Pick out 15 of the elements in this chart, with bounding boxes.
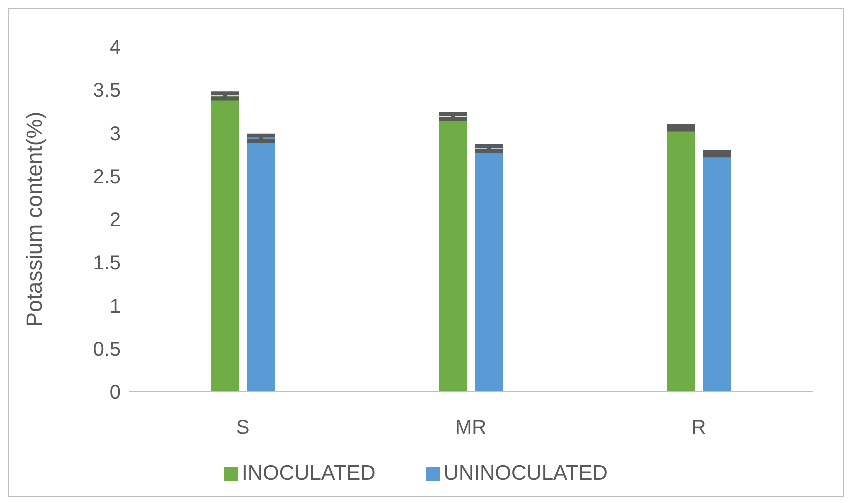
y-tick-label: 1	[110, 296, 121, 318]
legend-label: UNINOCULATED	[444, 462, 608, 485]
legend-label: INOCULATED	[242, 462, 376, 485]
y-tick-label: 3.5	[93, 80, 121, 102]
y-axis-title: Potassium content(%)	[22, 112, 47, 328]
x-tick-label: S	[236, 417, 250, 440]
y-tick-label: 0	[110, 382, 121, 404]
y-tick-label: 1.5	[93, 252, 121, 275]
y-tick-label: 0.5	[93, 338, 121, 361]
y-tick-label: 2.5	[93, 166, 121, 188]
y-tick-label: 3	[110, 123, 121, 146]
y-tick-label: 4	[110, 37, 121, 60]
x-tick-label: MR	[455, 417, 487, 440]
y-tick-label: 2	[110, 210, 121, 232]
x-tick-label: R	[692, 417, 706, 440]
